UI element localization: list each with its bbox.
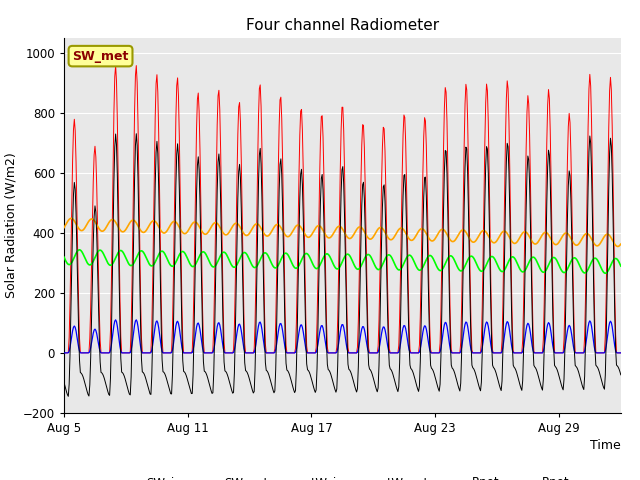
Legend: SW_in, SW_out, LW_in, LW_out, Rnet, Rnet: SW_in, SW_out, LW_in, LW_out, Rnet, Rnet [111, 471, 574, 480]
Text: Time: Time [590, 439, 621, 452]
Y-axis label: Solar Radiation (W/m2): Solar Radiation (W/m2) [4, 153, 17, 299]
Title: Four channel Radiometer: Four channel Radiometer [246, 18, 439, 33]
Text: SW_met: SW_met [72, 49, 129, 62]
